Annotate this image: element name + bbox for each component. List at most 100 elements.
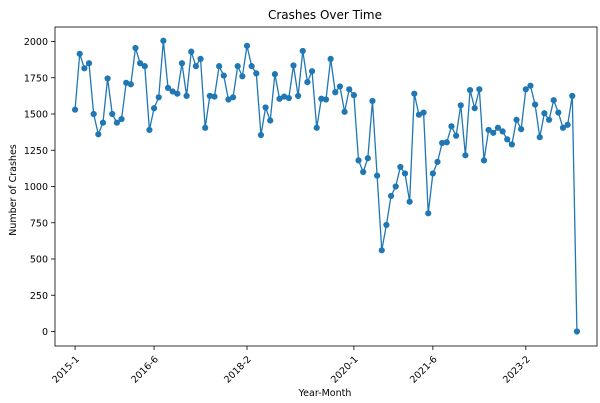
data-point [220, 72, 227, 79]
data-point [216, 63, 223, 70]
data-point [99, 119, 107, 126]
data-point [137, 60, 144, 67]
chart-title: Crashes Over Time [268, 8, 382, 22]
data-point [490, 129, 497, 136]
data-point [406, 198, 413, 205]
data-point [457, 102, 464, 109]
data-point [123, 79, 130, 86]
data-point [439, 139, 446, 147]
y-tick-label: 250 [30, 291, 48, 302]
data-point [522, 86, 529, 93]
plot-area: 0 250 500 750 1000 1250 1500 1750 2000 2015-1 2016… [24, 26, 598, 386]
data-point [425, 210, 432, 217]
data-point [573, 328, 581, 335]
data-point [545, 116, 553, 123]
data-point [225, 96, 232, 103]
y-tick-label: 750 [30, 218, 48, 229]
data-point [118, 115, 125, 123]
data-point [146, 126, 153, 134]
data-point [462, 152, 469, 159]
data-point [239, 73, 246, 80]
data-point [415, 111, 423, 118]
data-point [550, 97, 557, 104]
data-point [81, 65, 88, 72]
data-point [448, 123, 455, 130]
data-point [322, 96, 330, 103]
y-tick-label: 1750 [24, 73, 48, 84]
data-point [392, 183, 399, 190]
data-point [132, 44, 139, 52]
data-point [304, 79, 311, 86]
data-point [443, 139, 450, 146]
y-tick-label: 1000 [24, 182, 48, 193]
data-point [104, 75, 111, 82]
data-point [480, 157, 488, 164]
data-point [318, 95, 325, 102]
x-tick-label: 2018-2 [222, 354, 254, 386]
data-point [527, 82, 534, 89]
data-point [85, 60, 93, 67]
data-point [532, 101, 539, 108]
data-point [257, 131, 265, 139]
data-point [248, 63, 255, 70]
data-point [113, 119, 120, 126]
data-point [169, 88, 176, 95]
data-point [555, 109, 562, 116]
data-point [350, 92, 357, 99]
data-point [536, 134, 543, 141]
data-point [434, 158, 441, 165]
y-tick-label: 0 [42, 327, 48, 338]
data-point [411, 90, 418, 97]
data-point [234, 63, 241, 70]
data-point [295, 92, 302, 99]
data-point [499, 128, 506, 135]
data-point [155, 94, 162, 101]
data-point [202, 124, 209, 131]
data-point [174, 90, 181, 97]
data-point [76, 50, 83, 57]
data-point [164, 84, 172, 91]
data-point [90, 110, 97, 118]
data-point [150, 105, 158, 112]
data-point [518, 126, 525, 133]
data-point [355, 157, 362, 164]
data-point [178, 60, 186, 67]
data-point [313, 124, 320, 131]
data-point [276, 95, 283, 102]
data-point [378, 247, 385, 254]
data-point [513, 116, 520, 123]
x-tick-label: 2023-2 [501, 354, 533, 386]
y-tick-label: 1250 [24, 146, 48, 157]
data-point [211, 93, 218, 100]
data-point [360, 168, 367, 176]
data-point [127, 81, 134, 88]
data-point [504, 136, 511, 143]
data-point [471, 105, 478, 112]
data-point [192, 63, 199, 70]
data-point [206, 92, 213, 99]
data-point [374, 172, 381, 179]
data-point [253, 70, 260, 77]
data-point [71, 106, 79, 113]
data-point [453, 132, 460, 139]
x-tick-label: 2015-1 [50, 354, 82, 386]
data-point [290, 62, 297, 69]
data-point [327, 55, 334, 63]
data-point [420, 109, 427, 116]
data-point [346, 86, 353, 93]
data-point [364, 155, 371, 162]
data-point [267, 117, 274, 124]
data-point [188, 48, 195, 55]
data-point [109, 110, 116, 118]
x-axis-label: Year-Month [298, 388, 352, 399]
data-point [508, 141, 515, 148]
data-point [383, 221, 390, 229]
data-point [183, 92, 190, 99]
data-point [485, 126, 492, 134]
data-point [299, 47, 306, 55]
data-point [336, 83, 344, 90]
data-point [476, 86, 483, 93]
y-axis-label: Number of Crashes [8, 144, 19, 236]
data-point [262, 104, 269, 111]
